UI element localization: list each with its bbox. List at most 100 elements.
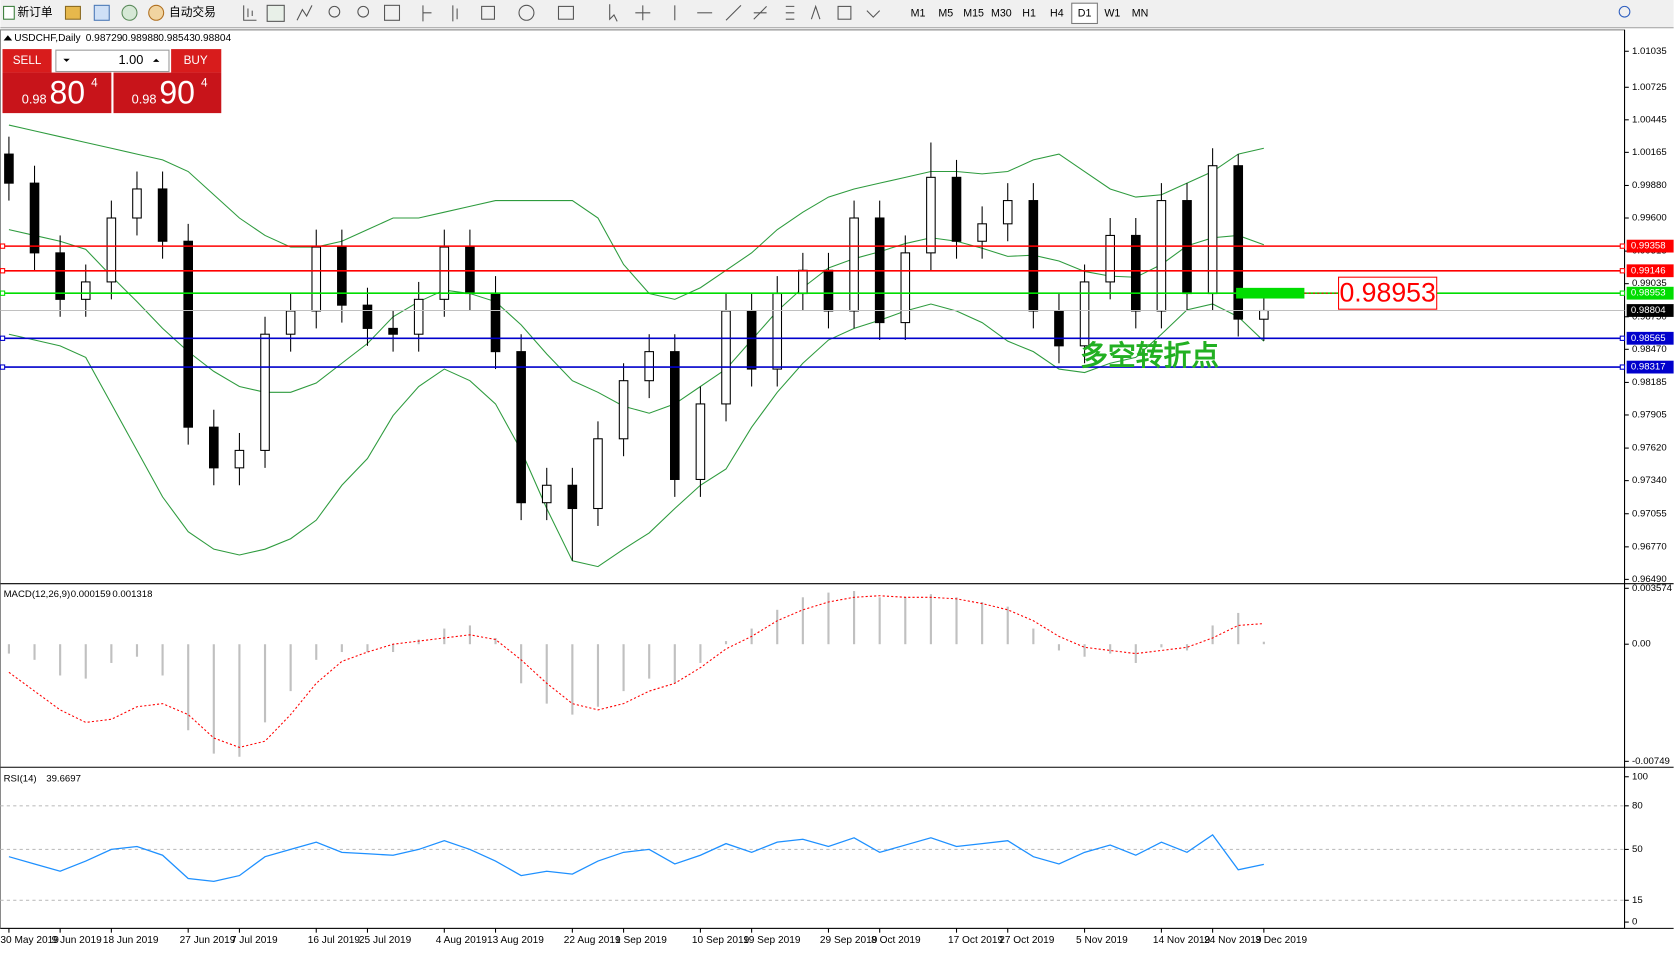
icon[interactable] (452, 5, 458, 22)
sell-price-box[interactable] (2, 72, 112, 114)
timeframe-button[interactable]: M1 (911, 8, 926, 20)
search-icon[interactable] (1618, 5, 1631, 18)
timeframe-button[interactable]: H4 (1050, 8, 1064, 20)
timeframe-bar: M1 M5 M15 M30 H1 H4 D1 W1 MN (911, 2, 1149, 25)
x-tick-label: 18 Jun 2019 (103, 935, 159, 946)
candle-body (132, 188, 142, 219)
callout-price: 0.98953 (1339, 277, 1435, 307)
x-tick-label: 16 Jul 2019 (308, 935, 361, 946)
sell-price-sup[interactable]: 4 (91, 76, 98, 89)
y-tick-label: 80 (1632, 800, 1643, 811)
timeframe-button[interactable]: M5 (938, 8, 953, 20)
bollinger-band (8, 124, 1264, 300)
candle-body (80, 281, 91, 300)
candle-body (951, 176, 962, 242)
cursor-icon[interactable] (609, 4, 618, 22)
lot-field[interactable] (55, 49, 170, 73)
sell-price-big[interactable]: 80 (49, 74, 85, 110)
candle-body (1233, 165, 1244, 320)
level-marker (1236, 287, 1305, 299)
y-tick-label: 0.99035 (1632, 278, 1667, 289)
timeframe-button[interactable]: D1 (1078, 8, 1092, 20)
icon[interactable] (357, 5, 370, 18)
icon[interactable] (93, 4, 110, 21)
candle-body (157, 188, 168, 242)
lot-value[interactable]: 1.00 (118, 52, 143, 67)
candle-body (798, 269, 808, 295)
crosshair-icon[interactable] (635, 5, 651, 21)
timeframe-button[interactable]: W1 (1104, 8, 1120, 20)
buy-button[interactable] (171, 49, 222, 73)
candle-body (746, 310, 757, 370)
icon[interactable] (121, 4, 138, 21)
candle-body (1002, 200, 1013, 225)
auto-trade-button[interactable]: 自动交易 (169, 5, 216, 19)
buy-price-sup[interactable]: 4 (201, 76, 208, 89)
icon[interactable] (557, 5, 574, 20)
collapse-arrow[interactable] (3, 35, 13, 41)
icon[interactable] (481, 5, 495, 20)
icon[interactable] (753, 6, 767, 20)
y-tick-label: 0.99600 (1632, 213, 1667, 224)
line-price-label: 0.98953 (1631, 288, 1666, 299)
icon[interactable] (810, 4, 821, 20)
timeframe-button[interactable]: MN (1132, 8, 1149, 20)
buy-label[interactable]: BUY (184, 54, 208, 67)
buy-price-prefix[interactable]: 0.98 (132, 92, 157, 107)
line-price-label: 0.98317 (1631, 362, 1666, 373)
candle-body (1105, 234, 1115, 283)
icon[interactable] (384, 4, 401, 21)
new-order-button[interactable]: 新订单 (17, 5, 52, 19)
buy-price-big[interactable]: 90 (159, 74, 195, 110)
x-tick-label: 19 Sep 2019 (743, 935, 801, 946)
bollinger-band (8, 303, 1265, 568)
icon[interactable] (837, 5, 852, 20)
last-low: 0.98543 (158, 33, 195, 44)
candle-body (823, 269, 834, 312)
icon[interactable] (296, 5, 313, 21)
line-handle (1619, 268, 1626, 274)
icon[interactable] (64, 5, 81, 20)
icon[interactable] (866, 10, 881, 18)
icon[interactable] (422, 5, 432, 22)
icon[interactable] (266, 4, 285, 22)
sell-label[interactable]: SELL (13, 54, 42, 67)
y-tick-label: 0.97620 (1632, 443, 1667, 454)
candle-body (209, 426, 219, 469)
candle-body (490, 293, 501, 353)
candle-body (183, 240, 193, 428)
candle-body (977, 223, 987, 242)
x-tick-label: 30 May 2019 (0, 935, 59, 946)
new-order-icon[interactable] (3, 5, 15, 20)
candle-body (567, 484, 578, 510)
icon[interactable] (725, 4, 742, 21)
icon[interactable] (328, 5, 341, 18)
sell-price-prefix[interactable]: 0.98 (22, 92, 47, 107)
rsi-line (8, 834, 1264, 883)
y-tick-label: 1.00445 (1632, 114, 1667, 125)
lot-down[interactable] (63, 58, 70, 62)
x-tick-label: 10 Sep 2019 (692, 935, 750, 946)
x-tick-label: 1 Sep 2019 (615, 935, 667, 946)
icon[interactable] (243, 5, 257, 21)
line-handle (1619, 335, 1626, 341)
auto-trade-icon[interactable] (148, 4, 165, 21)
sell-button[interactable] (2, 49, 52, 73)
icon[interactable] (785, 5, 795, 20)
timeframe-button[interactable]: M15 (963, 8, 984, 20)
y-tick-label: 0.98470 (1632, 344, 1667, 355)
line-price-box (1626, 331, 1674, 345)
line-handle (1619, 290, 1626, 296)
line-handle (0, 364, 6, 370)
indicator-value: 39.6697 (46, 774, 81, 785)
icon[interactable] (518, 4, 535, 21)
lot-up[interactable] (152, 58, 160, 62)
x-tick-label: 29 Sep 2019 (820, 935, 878, 946)
buy-price-box[interactable] (113, 72, 222, 114)
toolbar-icons (243, 4, 1631, 22)
chart-header: USDCHF,Daily 0.98729 0.98988 0.98543 0.9… (3, 33, 232, 44)
timeframe-button[interactable]: M30 (991, 8, 1012, 20)
y-tick-label: 0.97905 (1632, 409, 1667, 420)
candle-body (1156, 200, 1167, 312)
timeframe-button[interactable]: H1 (1022, 8, 1036, 20)
